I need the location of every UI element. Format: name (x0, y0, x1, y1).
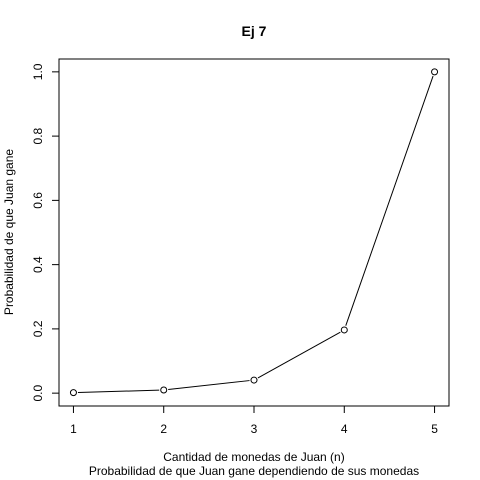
series-line-segment (345, 75, 434, 326)
y-tick-label: 0.4 (31, 256, 45, 273)
y-tick-label: 0.8 (31, 127, 45, 144)
y-axis: 0.0 0.2 0.4 0.6 0.8 1.0 (31, 63, 60, 401)
y-tick-label: 0.6 (31, 192, 45, 209)
data-point (250, 376, 258, 384)
series-line-segment (257, 331, 341, 379)
y-axis-label: Probabilidad de que Juan gane (2, 149, 16, 315)
y-tick-label: 0.0 (31, 384, 45, 401)
x-tick-label: 4 (341, 422, 348, 436)
x-tick-label: 5 (431, 422, 438, 436)
x-axis: 1 2 3 4 5 (70, 405, 438, 436)
series-line-segment (77, 389, 160, 394)
data-point (69, 389, 77, 397)
chart-subtitle: Probabilidad de que Juan gane dependiend… (89, 464, 419, 478)
y-tick-label: 1.0 (31, 63, 45, 80)
data-series (69, 68, 439, 397)
y-tick-label: 0.2 (31, 320, 45, 337)
series-line-segment (168, 380, 250, 391)
x-tick-label: 3 (251, 422, 258, 436)
data-point (340, 326, 348, 334)
data-point (431, 68, 439, 76)
data-point (160, 386, 168, 394)
x-axis-label: Cantidad de monedas de Juan (n) (163, 450, 344, 464)
chart-title: Ej 7 (242, 23, 267, 39)
x-tick-label: 2 (160, 422, 167, 436)
plot-frame (58, 58, 450, 407)
x-tick-label: 1 (70, 422, 77, 436)
